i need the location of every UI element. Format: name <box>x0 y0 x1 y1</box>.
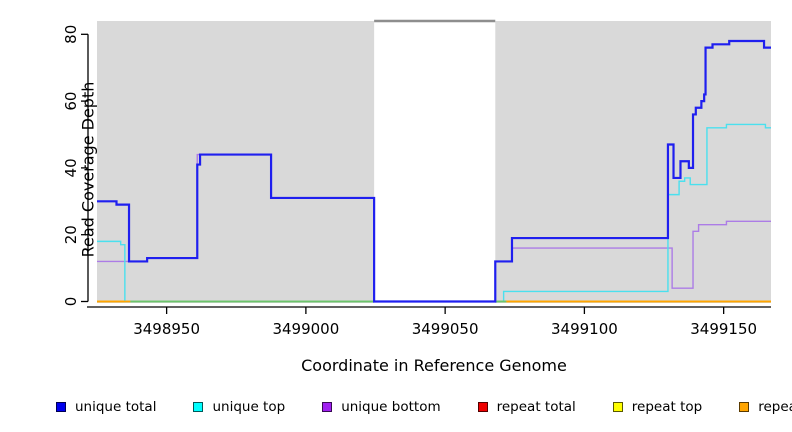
coverage-shaded-region <box>495 21 771 303</box>
x-tick-label: 3498950 <box>133 320 200 338</box>
legend: unique total unique top unique bottom repea… <box>0 394 792 420</box>
legend-swatch <box>477 402 488 412</box>
legend-label: repeat top <box>631 399 703 415</box>
legend-item-unique-top: unique top <box>193 399 285 415</box>
y-tick-label: 60 <box>62 92 80 111</box>
y-tick-label: 40 <box>62 158 80 177</box>
series-unique-total <box>97 39 771 303</box>
legend-item-repeat-total: repeat total <box>477 399 576 415</box>
legend-item-unique-bottom: unique bottom <box>322 399 441 415</box>
legend-item-repeat-top: repeat top <box>612 399 703 415</box>
legend-swatch <box>193 402 204 412</box>
coverage-shaded-region <box>97 21 375 303</box>
legend-label: unique total <box>75 399 157 415</box>
x-tick-label: 3499000 <box>272 320 339 338</box>
legend-item-unique-total: unique total <box>56 399 156 415</box>
legend-swatch <box>739 402 750 412</box>
legend-item-repeat-bottom: repeat bottom <box>739 399 792 415</box>
legend-swatch <box>612 402 623 412</box>
series-unique-top <box>97 123 771 303</box>
x-axis-title: Coordinate in Reference Genome <box>301 356 567 375</box>
y-tick-label: 0 <box>62 297 80 307</box>
legend-label: unique top <box>212 399 286 415</box>
legend-label: repeat bottom <box>758 399 792 415</box>
legend-swatch <box>56 402 66 412</box>
x-tick-label: 3499100 <box>551 320 618 338</box>
y-axis-title: Read Coverage Depth <box>78 81 98 258</box>
legend-label: repeat total <box>496 399 576 415</box>
x-tick-label: 3499050 <box>412 320 479 338</box>
legend-swatch <box>322 402 333 412</box>
x-tick-label: 3499150 <box>690 320 757 338</box>
y-tick-label: 80 <box>62 25 80 44</box>
y-tick-label: 20 <box>62 225 80 244</box>
legend-label: unique bottom <box>341 399 441 415</box>
coverage-plot: 0 20 40 60 80 3498950 3499000 3499050 3499100 349… <box>62 19 771 338</box>
